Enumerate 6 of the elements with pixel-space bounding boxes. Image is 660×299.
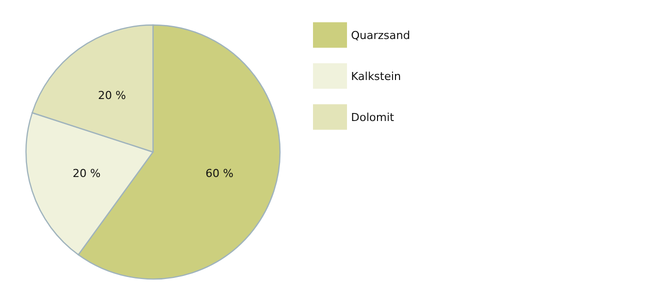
data-label: 20 % bbox=[72, 167, 101, 180]
data-label: 20 % bbox=[98, 88, 126, 102]
data-label: 60 % bbox=[205, 167, 234, 180]
legend-label: Kalkstein bbox=[351, 70, 402, 83]
legend-label: Quarzsand bbox=[351, 28, 410, 42]
legend-label: Dolomit bbox=[351, 110, 394, 124]
